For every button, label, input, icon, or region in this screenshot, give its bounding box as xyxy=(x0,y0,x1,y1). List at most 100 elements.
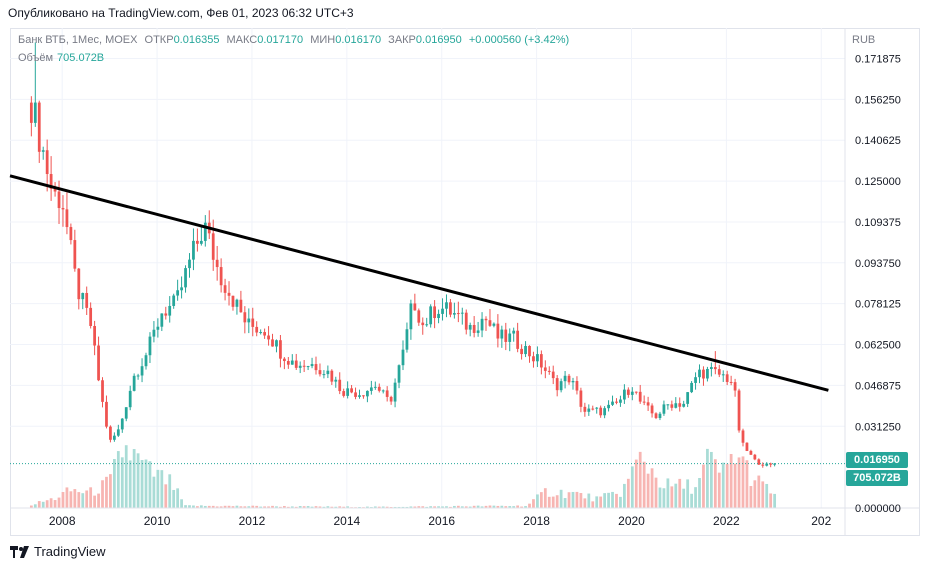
volume-bar xyxy=(172,489,176,508)
volume-bar xyxy=(259,506,263,508)
volume-bar xyxy=(77,492,81,508)
candle-body xyxy=(536,354,539,362)
volume-bar xyxy=(132,449,136,508)
chart-frame xyxy=(10,28,920,536)
candle-body xyxy=(516,330,520,349)
x-tick-label: 2022 xyxy=(713,514,740,528)
volume-bar xyxy=(215,506,219,508)
candle-body xyxy=(29,102,33,123)
candle-body xyxy=(773,463,777,465)
volume-bar xyxy=(286,506,290,508)
volume-bar xyxy=(405,506,409,508)
candle-body xyxy=(326,370,330,375)
y-tick-label: 0.093750 xyxy=(855,258,901,270)
candle-body xyxy=(279,340,282,359)
candle-body xyxy=(49,174,53,189)
footer-brand[interactable]: TradingView xyxy=(10,544,106,559)
candle-body xyxy=(65,209,69,228)
candle-body xyxy=(555,378,559,391)
volume-bar xyxy=(539,492,543,508)
candle-body xyxy=(464,312,468,330)
volume-bar xyxy=(239,506,243,508)
candle-body xyxy=(322,374,326,376)
candle-body xyxy=(429,306,433,325)
volume-bar xyxy=(492,505,496,508)
candle-body xyxy=(366,390,369,397)
y-tick-label: 0.109375 xyxy=(855,217,901,229)
candle-body xyxy=(599,407,603,416)
volume-bar xyxy=(567,492,571,508)
candle-body xyxy=(362,395,365,397)
candle-body xyxy=(172,295,176,306)
volume-bar xyxy=(326,506,330,508)
candle-body xyxy=(128,390,132,408)
candle-body xyxy=(449,302,452,315)
candle-body xyxy=(93,325,96,346)
volume-bar xyxy=(401,506,405,508)
x-tick-label: 2020 xyxy=(618,514,645,528)
candle-body xyxy=(642,401,646,403)
candle-body xyxy=(148,336,152,356)
volume-bar xyxy=(733,463,737,508)
volume-bar xyxy=(148,461,152,508)
volume-bar xyxy=(421,506,425,508)
volume-bar xyxy=(105,476,108,508)
volume-layer xyxy=(29,445,777,508)
candle-body xyxy=(85,292,89,308)
candle-body xyxy=(745,442,749,451)
volume-bar xyxy=(85,490,89,508)
volume-bar xyxy=(456,505,460,508)
volume-bar xyxy=(128,460,132,508)
volume-bar xyxy=(61,492,65,508)
candle-body xyxy=(160,313,164,327)
volume-bar xyxy=(425,506,429,508)
volume-bar xyxy=(520,506,523,508)
volume-bar xyxy=(417,506,421,508)
volume-bar xyxy=(662,488,666,508)
volume-bar xyxy=(302,506,306,508)
candle-body xyxy=(192,240,195,260)
volume-bar xyxy=(156,469,160,508)
volume-bar xyxy=(53,500,57,508)
candle-body xyxy=(350,388,353,393)
volume-bar xyxy=(310,506,314,508)
candle-body xyxy=(441,308,444,314)
candle-body xyxy=(144,355,148,367)
volume-bar xyxy=(678,478,682,508)
candle-body xyxy=(650,405,654,414)
volume-bar xyxy=(298,506,302,508)
published-caption: Опубликовано на TradingView.com, Фев 01,… xyxy=(8,6,354,20)
candle-body xyxy=(373,386,377,388)
candle-body xyxy=(188,259,191,269)
candle-body xyxy=(318,370,322,375)
volume-bar xyxy=(306,506,310,508)
volume-bar xyxy=(468,506,472,508)
volume-bar xyxy=(769,493,773,508)
volume-bar xyxy=(160,470,164,508)
candle-body xyxy=(377,386,381,391)
candle-body xyxy=(211,233,215,260)
volume-bar xyxy=(314,506,318,508)
candle-body xyxy=(706,368,709,379)
volume-bar xyxy=(702,464,705,508)
volume-bar xyxy=(595,496,599,508)
volume-bar xyxy=(674,483,678,508)
volume-bar xyxy=(741,456,745,508)
candle-body xyxy=(753,454,757,460)
volume-bar xyxy=(698,478,701,508)
volume-bar xyxy=(318,506,322,508)
candle-body xyxy=(749,450,753,455)
candle-body xyxy=(567,375,571,383)
y-tick-label: 0.031250 xyxy=(855,421,901,433)
candle-body xyxy=(33,102,37,123)
candle-body xyxy=(674,403,678,408)
volume-bar xyxy=(330,506,334,508)
volume-bar xyxy=(516,505,520,508)
candle-body xyxy=(330,370,334,382)
volume-bar xyxy=(745,460,749,508)
volume-bar xyxy=(413,506,417,508)
candle-body xyxy=(342,391,346,396)
candle-body xyxy=(698,369,701,378)
candle-body xyxy=(563,375,567,382)
